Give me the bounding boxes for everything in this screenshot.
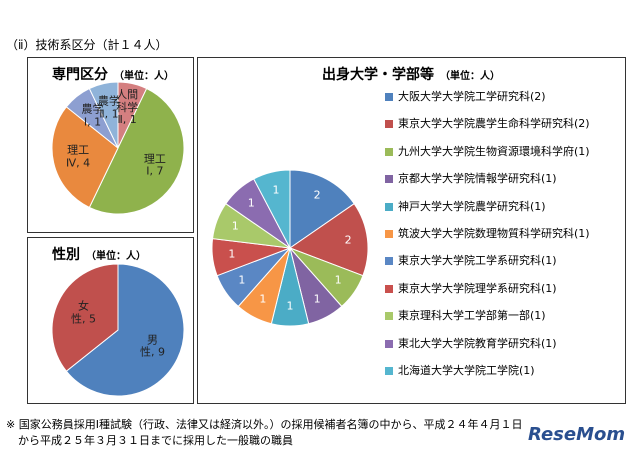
data-label: 男 性, 9 <box>139 332 165 359</box>
chart-title: 専門区分 （単位：人） <box>52 67 174 83</box>
panel <box>197 57 626 404</box>
header-title: （ⅱ）技術系区分（計１４人） <box>6 38 168 52</box>
pie-slice <box>51 106 119 209</box>
pie-slice <box>289 169 355 249</box>
chart-subtitle: （単位：人） <box>440 71 500 82</box>
panel <box>27 57 194 233</box>
data-label: 1 <box>228 247 236 261</box>
data-label: 理工 Ⅳ, 4 <box>66 143 91 170</box>
legend-swatch <box>385 202 393 211</box>
pie-slice <box>253 169 291 249</box>
legend-swatch <box>385 147 393 156</box>
data-label: 1 <box>313 292 321 306</box>
legend-entry: 東京理科大学工学部第一部(1) <box>398 309 546 323</box>
data-label: 農学 Ⅱ, 1 <box>97 94 120 121</box>
legend-swatch <box>385 257 393 266</box>
legend-entry: 九州大学大学院生物資源環境科学府(1) <box>398 144 590 158</box>
data-label: 1 <box>286 299 294 313</box>
panel <box>27 237 194 404</box>
legend-swatch <box>385 339 393 348</box>
legend-swatch <box>385 312 393 321</box>
data-label: 2 <box>313 188 321 202</box>
watermark: ReseMom <box>528 424 626 445</box>
data-label: 1 <box>334 273 342 287</box>
data-label: 1 <box>231 219 239 233</box>
data-label: 1 <box>272 183 280 197</box>
legend-entry: 東北大学大学院教育学研究科(1) <box>398 336 557 350</box>
legend-swatch <box>385 93 393 101</box>
data-label: 人間 科学 Ⅱ, 1 <box>116 88 139 127</box>
pie-slice <box>88 81 119 149</box>
legend-swatch <box>385 284 393 293</box>
legend-swatch <box>385 120 393 129</box>
chart-title: 性別 （単位：人） <box>52 247 146 263</box>
legend-entry: 東京大学大学院工学系研究科(1) <box>398 254 557 268</box>
data-label: 2 <box>344 233 352 247</box>
footnote: から平成２５年３月３１日までに採用した一般職の職員 <box>18 434 293 447</box>
data-label: 1 <box>259 292 267 306</box>
legend-swatch <box>385 230 393 238</box>
data-label: 理工 Ⅰ, 7 <box>143 152 166 178</box>
legend-entry: 大阪大学大学院工学研究科(2) <box>398 90 546 103</box>
data-label: 1 <box>238 273 246 287</box>
pie-slice <box>288 202 369 277</box>
pie-slice <box>88 87 185 215</box>
chart-subtitle: （単位：人） <box>114 71 174 82</box>
data-label: 1 <box>247 196 255 210</box>
legend-entry: 神戸大学大学院農学研究科(1) <box>398 199 546 213</box>
data-label: 農学 Ⅰ, 1 <box>81 102 104 128</box>
pie-slice <box>65 263 185 397</box>
pie-slice <box>51 263 119 372</box>
data-label: 女 性, 5 <box>71 299 96 326</box>
legend-entry: 北海道大学大学院工学院(1) <box>398 364 535 377</box>
legend-entry: 京都大学大学院情報学研究科(1) <box>398 172 557 186</box>
legend-entry: 東京大学大学院理学系研究科(1) <box>398 281 557 295</box>
legend-swatch <box>385 367 393 375</box>
chart-title: 出身大学・学部等 （単位：人） <box>322 67 500 83</box>
legend-entry: 東京大学大学院農学生命科学研究科(2) <box>398 117 590 131</box>
footnote: ※ 国家公務員採用Ⅰ種試験（行政、法律又は経済以外。）の採用候補者名簿の中から、… <box>6 418 523 431</box>
chart-subtitle: （単位：人） <box>86 251 146 262</box>
legend-entry: 筑波大学大学院数理物質科学研究科(1) <box>398 227 590 240</box>
legend-swatch <box>385 175 393 184</box>
